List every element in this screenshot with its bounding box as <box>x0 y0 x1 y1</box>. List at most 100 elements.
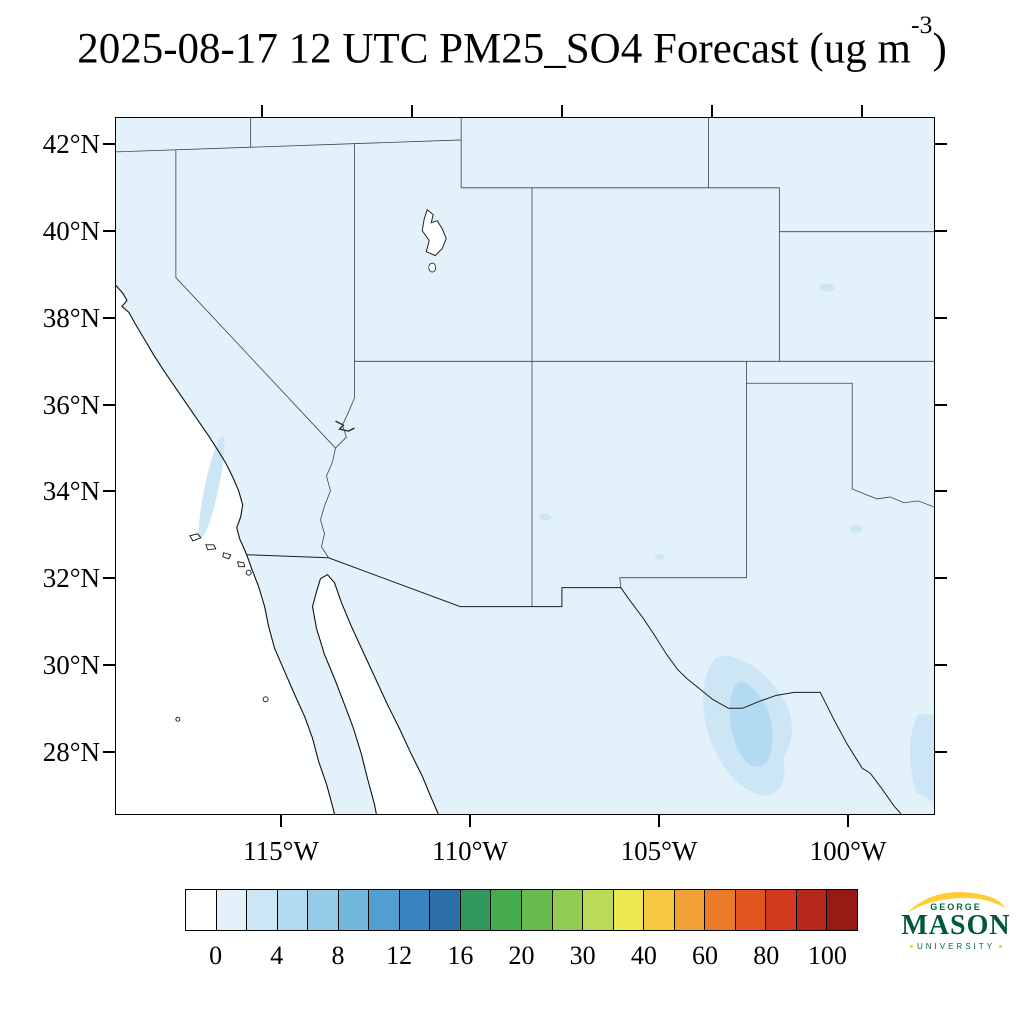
colorbar-cell <box>552 890 584 930</box>
gmu-logo: GEORGE MASON UNIVERSITY <box>898 890 1014 951</box>
channel-islands <box>175 533 269 722</box>
logo-dot-icon <box>909 945 913 948</box>
lon-axis-label: 110°W <box>432 836 508 866</box>
colorbar-tick-label: 80 <box>753 941 780 970</box>
island-icon <box>245 569 252 576</box>
pm25-patch-kansas-border <box>819 283 836 292</box>
axis-tick <box>103 230 115 232</box>
pm25-patch-right-edge <box>909 714 934 803</box>
island-icon <box>237 561 246 568</box>
lat-axis-label: 40°N <box>42 216 100 246</box>
pacific-ocean <box>116 285 335 814</box>
colorbar-cell <box>430 890 461 930</box>
forecast-map <box>116 118 934 814</box>
axis-tick <box>711 105 713 117</box>
axis-tick <box>280 815 282 827</box>
colorbar-labels: 0 4 8 12 16 20 30 40 60 80 100 <box>185 941 858 973</box>
colorbar-cell <box>766 890 797 930</box>
plot-title-close: ) <box>932 25 947 73</box>
pm25-patch-new-mexico <box>654 553 665 560</box>
colorbar-cell <box>644 890 675 930</box>
island-icon <box>262 696 269 703</box>
colorbar-tick-label: 20 <box>508 941 535 970</box>
colorbar-cell <box>796 890 828 930</box>
logo-mason-text: MASON <box>901 910 1011 941</box>
lat-axis-label: 38°N <box>42 303 100 333</box>
colorbar-tick-label: 40 <box>630 941 657 970</box>
lat-axis-label: 30°N <box>42 650 100 680</box>
axis-tick <box>935 404 947 406</box>
lat-axis-label: 36°N <box>42 390 100 420</box>
colorbar-cell <box>491 890 523 930</box>
gulf-of-california <box>312 574 439 814</box>
colorbar-cell <box>369 890 400 930</box>
axis-tick <box>103 317 115 319</box>
pm25-patch-colorado <box>538 513 551 521</box>
axis-tick <box>935 664 947 666</box>
map-panel <box>115 117 935 815</box>
colorbar-cell <box>308 890 339 930</box>
axis-tick <box>103 143 115 145</box>
lat-axis-label: 28°N <box>42 737 100 767</box>
axis-tick <box>561 105 563 117</box>
colorbar-cell <box>186 890 217 930</box>
colorbar <box>185 889 858 931</box>
island-icon <box>222 552 232 560</box>
axis-tick <box>469 815 471 827</box>
lake-mead <box>335 420 355 432</box>
colorbar-cell <box>827 890 858 930</box>
axis-tick <box>935 751 947 753</box>
logo-george-text: GEORGE <box>930 902 982 912</box>
colorbar-cell <box>522 890 553 930</box>
pm25-patch-west-texas-core <box>729 681 773 767</box>
axis-tick <box>935 317 947 319</box>
colorbar-cell <box>674 890 706 930</box>
coastline <box>116 285 439 814</box>
lon-axis-label: 100°W <box>809 836 887 866</box>
axis-tick <box>103 664 115 666</box>
colorbar-cell <box>247 890 278 930</box>
axis-tick <box>935 143 947 145</box>
lon-axis-label: 105°W <box>620 836 698 866</box>
lat-axis-label: 42°N <box>42 129 100 159</box>
colorbar-cell <box>460 890 492 930</box>
pm25-patch-texas-panhandle <box>850 524 863 533</box>
colorbar-cell <box>705 890 736 930</box>
axis-tick <box>658 815 660 827</box>
axis-tick <box>935 490 947 492</box>
lat-axis-label: 32°N <box>42 563 100 593</box>
logo-university-text: UNIVERSITY <box>898 942 1014 951</box>
colorbar-cell <box>399 890 431 930</box>
colorbar-tick-label: 0 <box>209 941 223 970</box>
colorbar-tick-label: 60 <box>692 941 719 970</box>
colorbar-cell <box>338 890 370 930</box>
utah-lake <box>428 262 437 273</box>
colorbar-tick-label: 30 <box>569 941 596 970</box>
axis-tick <box>411 105 413 117</box>
great-salt-lake <box>421 208 447 257</box>
axis-tick <box>103 490 115 492</box>
colorbar-tick-label: 12 <box>386 941 413 970</box>
colorbar-tick-label: 16 <box>447 941 474 970</box>
axis-tick <box>261 105 263 117</box>
axis-tick <box>861 105 863 117</box>
logo-dot-icon <box>999 945 1002 948</box>
logo-university-label: UNIVERSITY <box>916 942 995 951</box>
axis-tick <box>935 577 947 579</box>
plot-title-exponent: -3 <box>910 9 933 39</box>
lat-axis-label: 34°N <box>42 476 100 506</box>
colorbar-tick-label: 4 <box>270 941 284 970</box>
state-borders <box>116 118 934 607</box>
colorbar-cell <box>613 890 645 930</box>
axis-tick <box>103 751 115 753</box>
colorbar-cell <box>735 890 767 930</box>
island-icon <box>205 544 217 551</box>
axis-tick <box>103 404 115 406</box>
colorbar-cell <box>277 890 309 930</box>
island-icon <box>189 533 202 542</box>
logo-swoosh-icon <box>907 891 1005 913</box>
plot-title: 2025-08-17 12 UTC PM25_SO4 Forecast (ug … <box>0 10 1024 73</box>
island-icon <box>175 716 181 722</box>
plot-title-text: 2025-08-17 12 UTC PM25_SO4 Forecast (ug … <box>77 25 911 73</box>
